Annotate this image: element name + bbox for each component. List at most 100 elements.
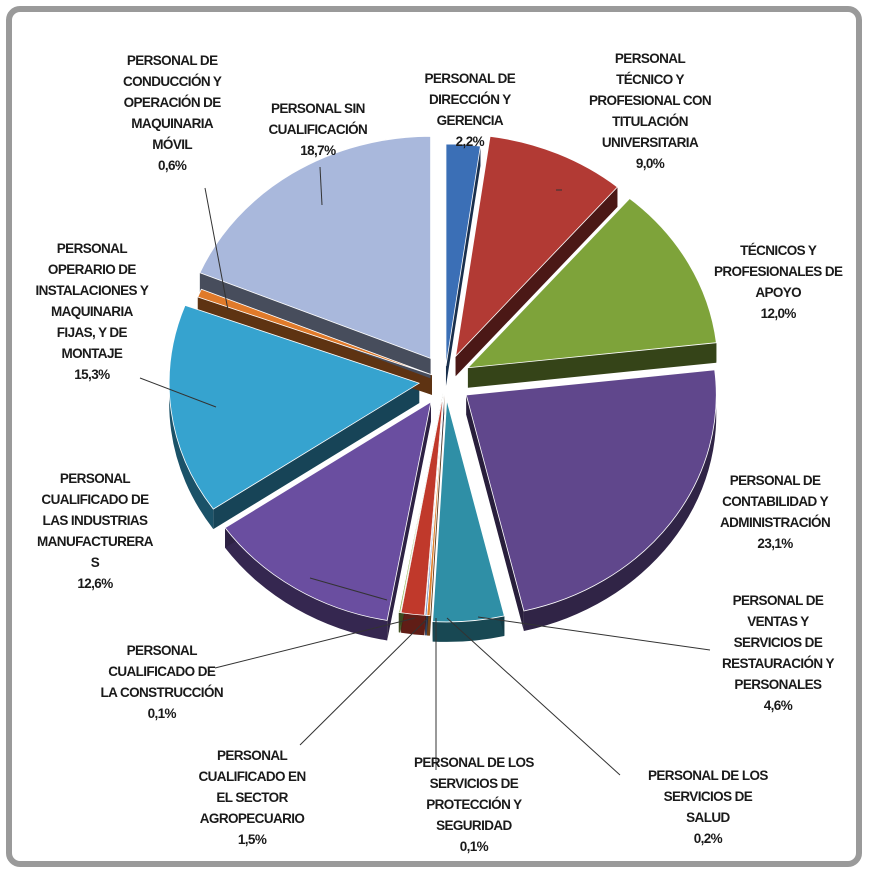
slice-label-line: PERSONAL DE (732, 593, 824, 608)
slice-value-label: 0,1% (147, 706, 177, 721)
slice-label-line: CUALIFICACIÓN (268, 122, 368, 137)
leader-line (309, 577, 388, 601)
slice-label: TÉCNICOS Y PROFESIONALES DE APOYO 12,0% (714, 240, 843, 324)
pie-slice (455, 135, 618, 358)
pie-slices (168, 135, 717, 623)
slice-label-line: PERSONAL (56, 241, 128, 256)
pie-slice-wall (523, 369, 717, 631)
slice-label-line: AGROPECUARIO (199, 811, 305, 826)
slice-label-line: VENTAS Y (747, 614, 809, 629)
pie-slice-edge (445, 146, 481, 387)
slice-label: PERSONAL CUALIFICADO EN EL SECTOR AGROPECUA… (199, 745, 307, 850)
slice-label-line: CONTABILIDAD Y (722, 494, 828, 509)
slice-label-line: CUALIFICADO DE (108, 664, 216, 679)
slice-label: PERSONAL DE DIRECCIÓN Y GERENCIA 2,2% (425, 68, 516, 152)
slice-value-label: 0,2% (693, 831, 723, 846)
slice-value-label: 4,6% (763, 698, 793, 713)
slice-label-line: PROTECCIÓN Y (426, 797, 522, 812)
slice-label: PERSONAL DE LOS SERVICIOS DE SALUD 0,2% (648, 765, 768, 849)
slice-value-label: 9,0% (635, 156, 665, 171)
slice-label-line: MONTAJE (61, 346, 123, 361)
slice-label-line: TITULACIÓN (612, 114, 688, 129)
slice-label-line: PERSONAL DE (126, 53, 218, 68)
pie-slice-edge (213, 383, 420, 530)
slice-label-line: CUALIFICADO DE (41, 492, 149, 507)
slice-value-label: 12,6% (77, 576, 113, 591)
pie-slice-wall (225, 527, 388, 641)
slice-label-line: INSTALACIONES Y (35, 283, 149, 298)
leader-line (204, 187, 229, 311)
slice-label: PERSONAL DE VENTAS Y SERVICIOS DE RESTAURAC… (722, 590, 834, 716)
slice-label-line: MAQUINARIA (131, 116, 214, 131)
leader-line (319, 166, 323, 206)
slice-label-line: RESTAURACIÓN Y (722, 656, 834, 671)
slice-label-line: PERSONAL DE (729, 473, 821, 488)
slice-label: PERSONAL DE CONDUCCIÓN Y OPERACIÓN DE MAQUI… (123, 50, 222, 176)
pie-slice-edge (387, 401, 431, 641)
slice-label-line: SALUD (686, 810, 730, 825)
slice-label-line: S (90, 555, 100, 570)
slice-label-line: TÉCNICO Y (616, 72, 684, 87)
pie-slice (465, 369, 717, 612)
pie-slice-edge (466, 394, 524, 631)
slice-value-label: 1,5% (237, 832, 267, 847)
slice-label-line: TÉCNICOS Y (740, 243, 817, 258)
pie-slice (168, 304, 421, 510)
slice-label-line: OPERACIÓN DE (123, 95, 222, 110)
pie-slice-edge (467, 342, 717, 388)
leader-line (477, 616, 711, 651)
pie-slice (424, 393, 445, 616)
pie-slice (445, 143, 481, 367)
leader-line (214, 617, 416, 669)
slice-label-line: OPERARIO DE (47, 262, 137, 277)
slice-label-line: LA CONSTRUCCIÓN (100, 685, 224, 700)
pie-slice (224, 401, 432, 621)
slice-label-line: PERSONAL DE (424, 71, 516, 86)
pie-slice (199, 135, 431, 359)
leader-lines (139, 166, 711, 776)
slice-value-label: 12,0% (760, 306, 797, 321)
slice-label-line: MAQUINARIA (51, 304, 133, 319)
slice-label: PERSONAL DE CONTABILIDAD Y ADMINISTRACIÓN 2… (720, 470, 831, 554)
slice-label-line: PERSONALES (734, 677, 822, 692)
pie-slice (466, 197, 717, 369)
pie-slice (398, 393, 443, 614)
slice-label-line: PERSONAL SIN (270, 101, 365, 116)
slice-label-line: DIRECCIÓN Y (429, 92, 511, 107)
slice-label-line: PERSONAL (614, 51, 686, 66)
slice-value-label: 23,1% (757, 536, 793, 551)
slice-label-line: PERSONAL DE LOS (414, 755, 534, 770)
slice-label: PERSONAL SIN CUALIFICACIÓN 18,7% (269, 98, 368, 161)
slice-label-line: PERSONAL (59, 471, 131, 486)
slice-label-line: FIJAS, Y DE (56, 325, 128, 340)
slice-label-line: SERVICIOS DE (663, 789, 753, 804)
pie-slice-wall (432, 615, 505, 642)
slice-value-label: 15,3% (74, 367, 110, 382)
pie-slice-edge (199, 272, 431, 379)
pie-slice-wall (169, 305, 214, 530)
slice-value-label: 18,7% (300, 143, 336, 158)
slice-value-label: 0,6% (157, 158, 187, 173)
slice-value-label: 0,1% (459, 839, 489, 854)
pie-slice (197, 288, 433, 376)
slice-label-line: ADMINISTRACIÓN (720, 515, 831, 530)
slice-label: PERSONAL CUALIFICADO DE LAS INDUSTRIAS MANU… (37, 468, 154, 594)
slice-label: PERSONAL OPERARIO DE INSTALACIONES Y MAQUIN… (36, 238, 149, 385)
pie-slice (432, 399, 505, 623)
pie-slice-wall (401, 612, 425, 636)
slice-label-line: PERSONAL DE LOS (648, 768, 768, 783)
slice-label: PERSONAL DE LOS SERVICIOS DE PROTECCIÓN Y S… (414, 752, 534, 857)
slice-label-line: SERVICIOS DE (733, 635, 823, 650)
slice-label-line: MANUFACTURERA (37, 534, 154, 549)
leader-line (299, 617, 429, 746)
slice-label-line: SEGURIDAD (436, 818, 512, 833)
slice-label-line: CONDUCCIÓN Y (123, 74, 222, 89)
slice-label-line: PERSONAL (216, 748, 288, 763)
slice-label-line: EL SECTOR (216, 790, 288, 805)
pie-slice (400, 393, 444, 616)
slice-value-label: 2,2% (455, 134, 485, 149)
slice-label-line: LAS INDUSTRIAS (42, 513, 148, 528)
slice-label: PERSONAL CUALIFICADO DE LA CONSTRUCCIÓN 0,1… (101, 640, 224, 724)
slice-label-line: SERVICIOS DE (429, 776, 519, 791)
